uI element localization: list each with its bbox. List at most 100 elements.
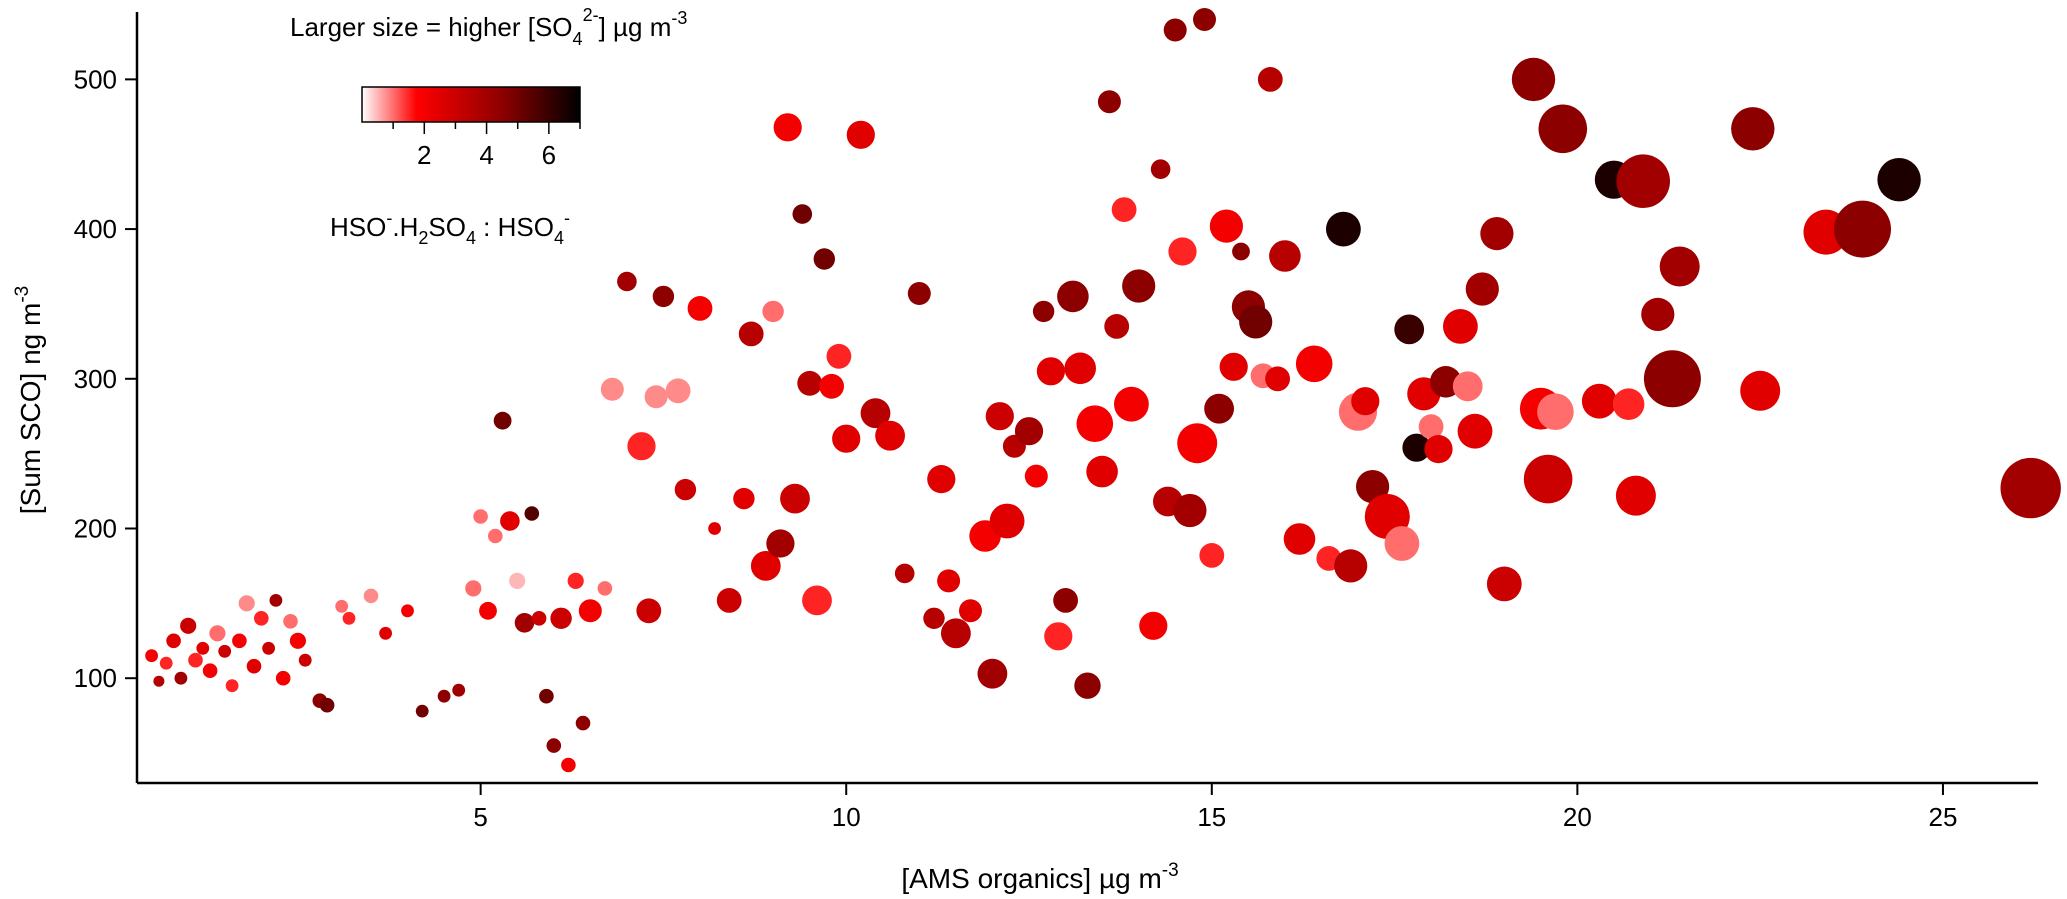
data-point xyxy=(1219,352,1248,381)
data-point xyxy=(363,588,379,604)
data-point xyxy=(225,679,239,693)
data-point xyxy=(819,373,844,399)
data-point xyxy=(1731,107,1775,151)
colorbar-tick-label: 6 xyxy=(542,140,556,170)
colorbar xyxy=(361,86,581,123)
data-point xyxy=(531,611,547,626)
y-tick-label: 100 xyxy=(74,663,117,693)
data-point xyxy=(977,658,1008,689)
data-point xyxy=(826,343,852,369)
colorbar-title: HSO-.H2SO4 : HSO4- xyxy=(330,208,570,248)
data-point xyxy=(1877,158,1921,202)
data-point xyxy=(813,248,835,270)
data-point xyxy=(1053,588,1078,613)
data-point xyxy=(907,282,931,305)
data-point xyxy=(550,607,572,629)
data-point xyxy=(1173,493,1207,528)
data-point xyxy=(738,321,764,347)
data-point xyxy=(202,663,218,678)
data-point xyxy=(1150,159,1171,179)
data-point xyxy=(1295,345,1333,383)
data-point xyxy=(1457,413,1493,449)
data-point xyxy=(196,641,210,655)
data-point xyxy=(1086,455,1118,488)
x-tick-label: 5 xyxy=(473,802,487,832)
data-point xyxy=(1204,393,1234,424)
data-point xyxy=(452,683,466,697)
data-point xyxy=(546,738,562,753)
data-point xyxy=(1384,526,1420,561)
data-point xyxy=(652,285,675,308)
data-point xyxy=(959,599,982,623)
data-point xyxy=(1418,414,1444,440)
data-point xyxy=(1834,200,1891,258)
data-point xyxy=(342,611,356,625)
data-point xyxy=(1612,388,1645,421)
data-point xyxy=(539,688,554,704)
data-point xyxy=(2000,457,2061,519)
data-point xyxy=(335,599,349,613)
data-point xyxy=(797,370,823,396)
data-point xyxy=(524,506,540,521)
data-point xyxy=(493,411,512,430)
data-point xyxy=(500,511,520,531)
data-point xyxy=(894,563,915,584)
data-point xyxy=(319,697,335,713)
x-axis-title: [AMS organics] µg m-3 xyxy=(901,860,1178,894)
data-point xyxy=(1465,272,1499,306)
data-point xyxy=(379,626,392,640)
data-point xyxy=(636,598,662,624)
data-point xyxy=(174,671,188,685)
y-tick-label: 200 xyxy=(74,513,117,543)
data-point xyxy=(750,551,781,581)
data-point xyxy=(415,704,429,718)
y-tick-label: 300 xyxy=(74,364,117,394)
data-point xyxy=(1076,405,1114,443)
data-point xyxy=(159,656,173,670)
data-point xyxy=(238,595,255,612)
data-point xyxy=(298,653,312,667)
data-point xyxy=(1032,300,1055,323)
data-point xyxy=(1486,566,1522,602)
data-point xyxy=(575,715,591,731)
data-point xyxy=(600,377,624,401)
data-point xyxy=(1024,464,1048,488)
data-point xyxy=(209,625,226,642)
data-point xyxy=(578,599,602,623)
data-point xyxy=(846,120,875,149)
data-point xyxy=(941,618,971,649)
data-point xyxy=(985,402,1014,431)
data-point xyxy=(1104,314,1130,339)
data-point xyxy=(1057,280,1089,313)
data-point xyxy=(708,522,721,535)
y-axis-title: [Sum SCO] ng m-3 xyxy=(12,286,46,515)
data-points xyxy=(145,8,2061,773)
data-point xyxy=(1538,104,1588,154)
data-point xyxy=(1122,269,1156,303)
data-point xyxy=(780,483,810,514)
data-point xyxy=(1139,611,1168,640)
data-point xyxy=(674,478,697,501)
data-point xyxy=(875,420,905,451)
data-point xyxy=(792,204,813,224)
data-point xyxy=(479,601,497,620)
data-point xyxy=(1114,386,1149,422)
data-point xyxy=(1269,240,1301,272)
data-point xyxy=(218,644,232,658)
data-point xyxy=(232,633,247,649)
data-point xyxy=(289,632,306,649)
data-point xyxy=(1177,423,1218,464)
data-point xyxy=(145,649,159,663)
data-point xyxy=(1643,350,1701,408)
data-point xyxy=(1351,387,1380,416)
data-point xyxy=(762,300,784,323)
data-point xyxy=(1064,352,1096,385)
data-point xyxy=(1537,393,1574,431)
data-point xyxy=(180,617,197,634)
data-point xyxy=(514,613,535,633)
data-point xyxy=(1036,357,1065,386)
colorbar-ticks: 2 4 6 xyxy=(392,122,581,170)
data-point xyxy=(153,675,165,687)
data-point xyxy=(262,641,275,655)
